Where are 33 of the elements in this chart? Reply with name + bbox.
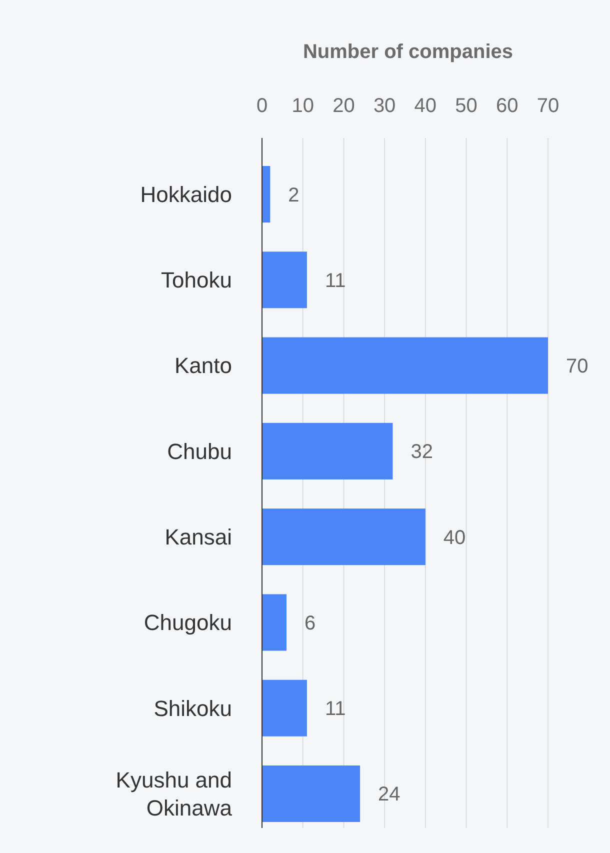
data-label: 11 — [324, 698, 346, 720]
y-tick-label: Chubu — [167, 438, 232, 464]
x-tick-label: 0 — [256, 95, 268, 117]
x-tick-label: 40 — [414, 95, 437, 117]
x-tick-label: 70 — [536, 95, 560, 117]
data-label: 24 — [378, 784, 400, 806]
y-tick-label: Shikoku — [154, 696, 232, 721]
y-tick-label: Kansai — [164, 524, 232, 550]
data-label: 11 — [324, 270, 346, 292]
x-tick-label: 60 — [496, 95, 518, 117]
data-label: 40 — [443, 526, 466, 549]
y-tick-label: Kyushu and Okinawa — [116, 767, 233, 820]
data-label: 6 — [304, 612, 316, 634]
bar — [262, 252, 307, 308]
bar — [262, 680, 307, 736]
bar — [262, 765, 360, 822]
y-tick-label: Tohoku — [161, 268, 232, 293]
x-axis-title: Number of companies — [302, 41, 514, 63]
bar — [262, 166, 270, 223]
x-tick-label: 20 — [332, 95, 355, 117]
y-tick-label: Chugoku — [144, 610, 232, 636]
x-tick-label: 30 — [373, 95, 396, 117]
data-label: 2 — [288, 184, 300, 206]
bar — [262, 508, 426, 566]
bar — [262, 594, 287, 651]
y-tick-label: Hokkaido — [140, 182, 232, 207]
y-tick-label: Kanto — [174, 353, 232, 378]
data-label: 32 — [410, 441, 433, 464]
x-tick-label: 10 — [292, 95, 314, 117]
x-tick-label: 50 — [455, 95, 478, 117]
bar — [262, 337, 548, 394]
data-label: 70 — [566, 356, 588, 378]
bar — [262, 422, 393, 480]
